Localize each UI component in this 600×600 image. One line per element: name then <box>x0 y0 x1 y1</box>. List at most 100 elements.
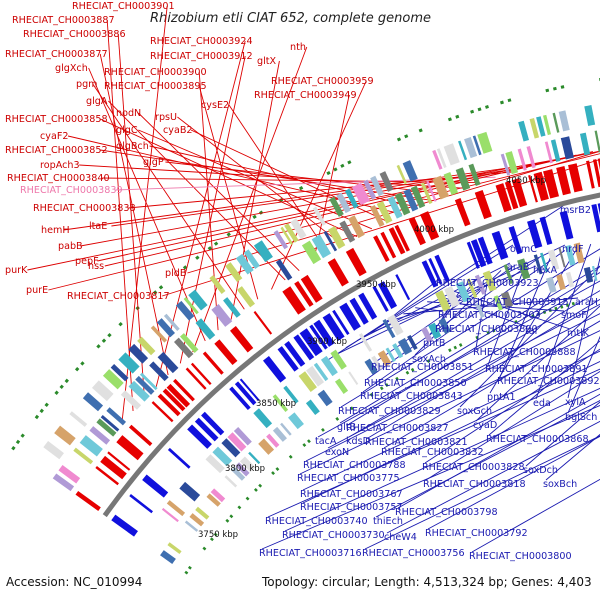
gene-label: RHECIAT_CH0003903 <box>438 310 541 321</box>
category-feature <box>266 433 280 448</box>
gene-label: mtlK <box>567 328 590 339</box>
gene-feature <box>327 258 349 287</box>
gene-label: purE <box>26 285 48 296</box>
connector-line <box>397 393 600 509</box>
gene-label: tacA <box>315 436 337 447</box>
scale-label: 3850 kbp <box>256 399 296 409</box>
gene-feature <box>421 260 438 288</box>
connector-line <box>198 71 219 331</box>
gc-tick <box>335 416 340 421</box>
category-feature <box>407 334 418 351</box>
category-feature <box>444 285 460 308</box>
category-feature <box>466 278 478 299</box>
connector-line <box>348 271 600 425</box>
gc-tick <box>499 100 504 105</box>
gene-label: RHECIAT_CH0003959 <box>271 76 374 87</box>
category-feature <box>403 188 419 212</box>
category-feature <box>330 349 347 370</box>
category-feature <box>464 136 478 159</box>
gene-label: smoF <box>561 310 587 321</box>
category-feature <box>336 192 351 214</box>
category-feature <box>317 389 333 407</box>
category-feature <box>552 112 560 133</box>
gene-feature <box>527 219 543 249</box>
connector-line <box>302 360 600 504</box>
gene-label: RHECIAT_CH0003924 <box>150 36 253 47</box>
category-feature <box>283 385 299 404</box>
gc-tick <box>253 488 258 492</box>
gc-tick <box>302 443 307 448</box>
gene-label: tal <box>525 326 537 337</box>
genome-backbone <box>102 192 600 518</box>
feature-rings <box>43 105 600 564</box>
gc-tick <box>404 134 409 139</box>
gc-tick <box>152 290 158 295</box>
gc-tick <box>225 518 230 523</box>
gene-label: pntA1 <box>487 392 516 403</box>
gene-label: msrB2 <box>560 205 591 216</box>
category-feature <box>579 132 591 156</box>
category-feature <box>79 435 103 457</box>
category-feature <box>518 120 530 142</box>
gc-tick <box>384 383 389 388</box>
gene-label: pntB <box>423 338 446 349</box>
category-feature <box>223 297 241 318</box>
category-feature <box>517 148 527 171</box>
category-feature <box>205 454 225 474</box>
gene-feature <box>597 158 600 171</box>
gene-feature <box>142 474 169 498</box>
category-feature <box>565 271 575 288</box>
category-feature <box>583 266 594 283</box>
category-feature <box>358 333 373 352</box>
gene-label: RHECIAT_CH0003827 <box>346 423 449 434</box>
category-feature <box>501 291 514 308</box>
gene-feature <box>202 351 224 375</box>
category-feature <box>184 520 199 532</box>
category-feature <box>397 338 413 355</box>
connector-line <box>415 307 442 312</box>
gc-tick <box>252 214 257 219</box>
category-feature <box>135 375 155 395</box>
gc-tick <box>326 170 331 176</box>
gene-feature <box>528 174 538 203</box>
gene-label: hexA <box>533 265 557 276</box>
category-feature <box>160 550 176 564</box>
category-feature <box>110 363 129 382</box>
gene-label: RHECIAT_CH0003915 <box>466 297 569 308</box>
gc-tick <box>107 332 112 338</box>
gc-tick <box>11 446 16 451</box>
gene-label: nodN <box>116 108 141 119</box>
category-feature <box>211 303 233 327</box>
category-feature <box>224 475 238 488</box>
category-feature <box>438 317 451 335</box>
gene-label: RHECIAT_CH0003901 <box>72 1 175 12</box>
gc-tick <box>426 359 431 364</box>
category-feature <box>348 371 359 385</box>
gene-label: RHECIAT_CH0003888 <box>473 347 576 358</box>
gene-label: soxBch <box>543 479 577 490</box>
gene-label: glgC <box>116 125 138 136</box>
category-feature <box>173 337 194 359</box>
connector-line <box>383 320 600 449</box>
gene-feature <box>284 341 306 367</box>
gene-label: RHECIAT_CH0003829 <box>338 406 441 417</box>
category-feature <box>253 408 273 429</box>
category-feature <box>284 223 299 243</box>
gc-tick <box>195 255 200 260</box>
gene-label: RHECIAT_CH0003828 <box>422 462 525 473</box>
category-feature <box>288 412 304 430</box>
gc-tick <box>333 167 338 172</box>
category-feature <box>175 300 195 321</box>
gene-label: RHECIAT_CH0003756 <box>362 548 465 559</box>
category-feature <box>248 451 261 465</box>
gene-label: exoN <box>325 447 349 458</box>
category-feature <box>272 426 287 442</box>
gc-tick <box>44 402 49 407</box>
category-feature <box>179 481 201 502</box>
gene-feature <box>380 231 397 259</box>
gene-label: cysE2 <box>201 100 229 111</box>
gene-label: RHECIAT_CH0003792 <box>425 528 528 539</box>
category-feature <box>385 347 396 362</box>
category-feature <box>231 466 246 481</box>
connector-line <box>48 153 600 291</box>
